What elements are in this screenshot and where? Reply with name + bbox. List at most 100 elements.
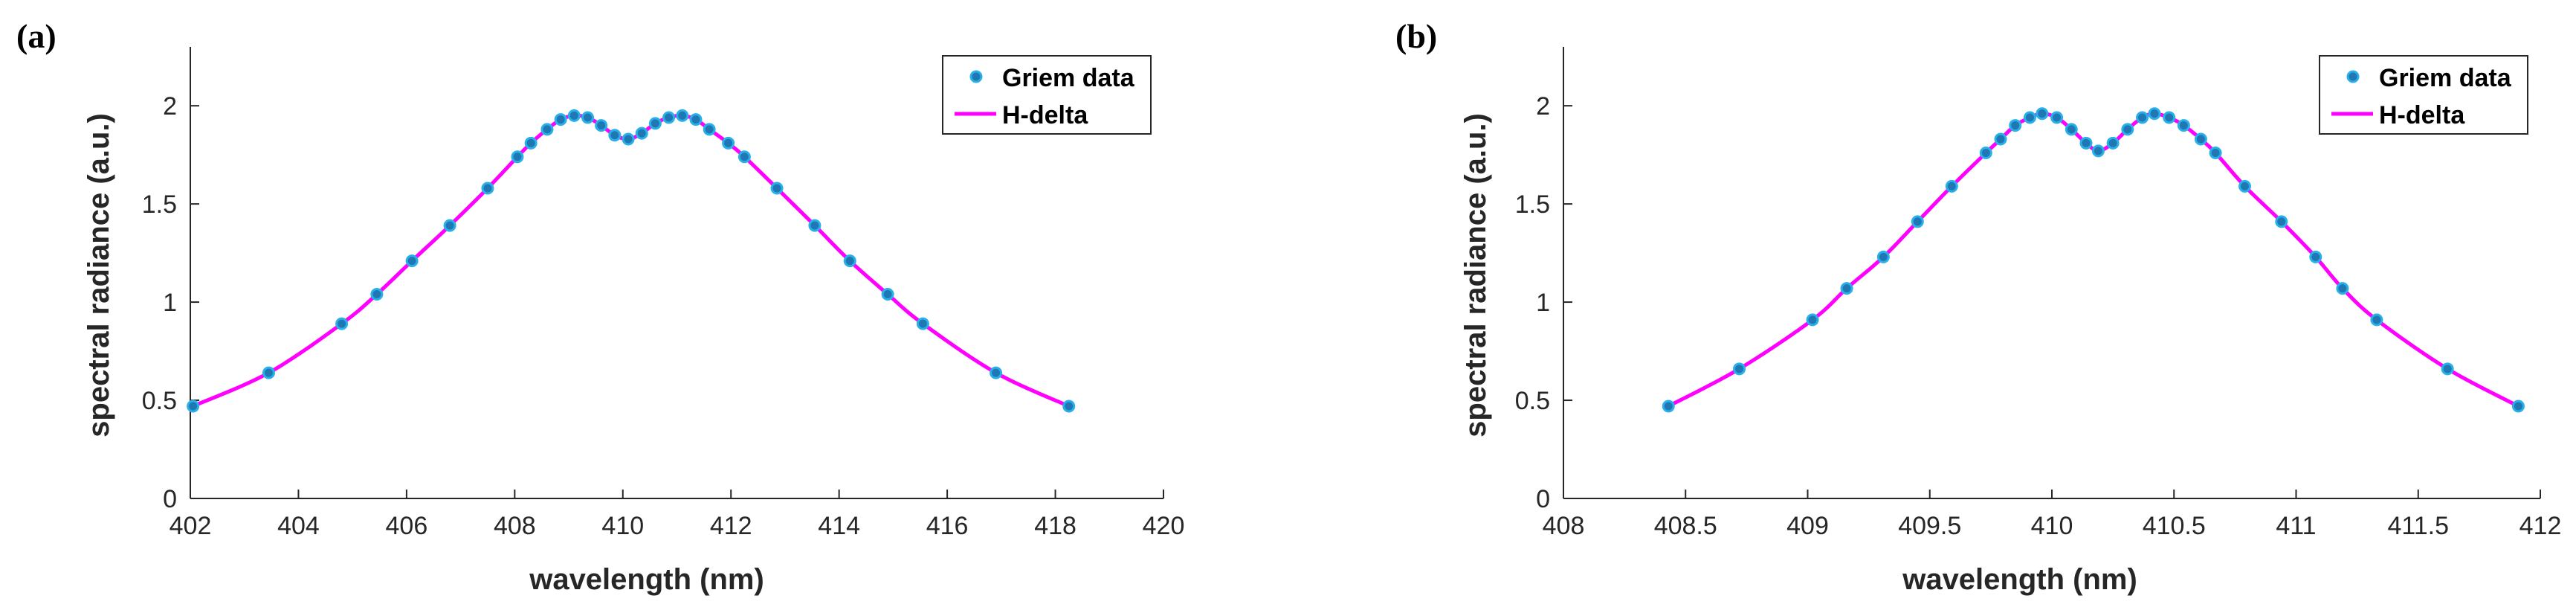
- data-point-griem-a: [187, 400, 200, 413]
- data-point-griem-a: [608, 129, 622, 142]
- data-point-griem-a: [405, 254, 419, 268]
- data-point-griem-a: [843, 254, 856, 268]
- x-tick-label-b: 410: [2031, 512, 2073, 540]
- data-point-griem-a: [770, 182, 784, 195]
- data-point-griem-a: [511, 150, 524, 164]
- data-point-griem-b: [1662, 400, 1675, 413]
- data-point-griem-a: [524, 136, 538, 150]
- x-tick-label-b: 408.5: [1654, 512, 1717, 540]
- legend-box-b: [2319, 55, 2528, 135]
- series-line-hdelta-b: [1668, 112, 2519, 408]
- data-point-griem-b: [1733, 362, 1746, 376]
- data-point-griem-b: [1806, 313, 1819, 327]
- data-point-griem-a: [567, 109, 581, 122]
- data-point-griem-b: [2209, 147, 2222, 160]
- data-point-griem-b: [2106, 136, 2120, 150]
- data-point-griem-b: [2370, 313, 2383, 327]
- data-point-griem-a: [622, 132, 635, 146]
- legend-entry-hdelta-b: H-delta: [2379, 101, 2465, 129]
- data-point-griem-b: [2194, 132, 2207, 146]
- data-point-griem-a: [737, 150, 751, 164]
- legend-marker-icon-a: [969, 70, 983, 83]
- y-tick-label-b: 0.5: [1515, 387, 1550, 415]
- data-point-griem-a: [443, 219, 456, 232]
- x-axis-label-b: wavelength (nm): [1902, 563, 2137, 596]
- data-point-griem-a: [581, 111, 595, 124]
- data-point-griem-a: [722, 136, 735, 150]
- data-point-griem-b: [2177, 119, 2190, 132]
- data-point-griem-b: [1994, 132, 2007, 146]
- data-point-griem-a: [481, 182, 494, 195]
- data-point-griem-a: [554, 113, 567, 126]
- y-axis-label-b: spectral radiance (a.u.): [1459, 113, 1492, 437]
- data-point-griem-b: [2336, 282, 2349, 295]
- plot-area-b: 408 408.5 409 409.5 410 410.5 411 411.5 412 0 0.5 1…: [1515, 47, 2562, 540]
- y-tick-label-a: 1: [163, 289, 177, 317]
- data-point-griem-b: [2309, 250, 2322, 263]
- data-point-griem-a: [662, 111, 676, 124]
- data-point-griem-b: [1911, 215, 1924, 228]
- x-tick-label-b: 409: [1786, 512, 1829, 540]
- data-point-griem-a: [689, 113, 703, 126]
- y-tick-label-b: 0: [1536, 485, 1550, 513]
- x-tick-label-a: 402: [170, 512, 212, 540]
- data-point-griem-b: [2009, 119, 2022, 132]
- x-tick-label-b: 411: [2276, 512, 2316, 540]
- data-point-griem-a: [1062, 400, 1076, 413]
- data-point-griem-a: [808, 219, 821, 232]
- data-point-griem-a: [595, 119, 608, 132]
- y-tick-label-a: 2: [163, 92, 177, 121]
- legend-marker-icon-b: [2346, 70, 2360, 83]
- x-axis-label-a: wavelength (nm): [529, 563, 764, 596]
- panel-a-label: (a): [16, 17, 57, 55]
- data-point-griem-b: [2050, 111, 2064, 124]
- plot-area-a: 402 404 406 408 410 412 414 416 418 420 0 0.5 1 1.5 2: [142, 47, 1184, 540]
- legend-entry-griem-a: Griem data: [1002, 64, 1135, 92]
- y-tick-label-b: 1.5: [1515, 190, 1550, 219]
- data-point-griem-b: [1840, 282, 1853, 295]
- data-point-griem-b: [2079, 136, 2093, 150]
- data-point-griem-b: [1876, 250, 1890, 263]
- panel-a: (a) 402 404 406 408 410 412 414 416 418 420 0 0.5 1 1…: [16, 17, 1184, 596]
- x-tick-label-b: 411.5: [2387, 512, 2449, 540]
- data-point-griem-a: [990, 366, 1003, 379]
- data-point-griem-a: [540, 123, 554, 136]
- data-point-griem-b: [2238, 179, 2252, 193]
- data-point-griem-a: [335, 317, 349, 330]
- legend-entry-griem-b: Griem data: [2379, 64, 2512, 92]
- data-point-griem-b: [2275, 215, 2288, 228]
- data-point-griem-b: [2136, 111, 2149, 124]
- data-point-griem-b: [2023, 111, 2036, 124]
- y-tick-label-a: 1.5: [142, 190, 177, 219]
- legend-entry-hdelta-a: H-delta: [1002, 101, 1088, 129]
- data-point-griem-b: [2121, 123, 2134, 136]
- data-point-griem-a: [370, 288, 384, 301]
- data-point-griem-b: [2511, 400, 2525, 413]
- x-tick-label-b: 412: [2519, 512, 2562, 540]
- y-tick-label-a: 0.5: [142, 387, 177, 415]
- x-tick-label-b: 408: [1543, 512, 1585, 540]
- data-point-griem-b: [2065, 123, 2078, 136]
- x-tick-label-b: 410.5: [2143, 512, 2206, 540]
- data-point-griem-b: [1979, 147, 1992, 160]
- x-tick-label-b: 409.5: [1898, 512, 1961, 540]
- data-point-griem-b: [2163, 111, 2176, 124]
- x-tick-label-a: 408: [494, 512, 536, 540]
- x-tick-label-a: 418: [1034, 512, 1076, 540]
- data-point-griem-b: [2148, 107, 2161, 121]
- data-point-griem-a: [676, 109, 689, 122]
- x-tick-label-a: 414: [818, 512, 860, 540]
- legend-a: Griem data H-delta: [942, 55, 1152, 135]
- y-tick-label-b: 2: [1536, 92, 1550, 121]
- x-tick-label-a: 416: [926, 512, 969, 540]
- data-point-griem-a: [703, 123, 716, 136]
- data-point-griem-a: [916, 317, 929, 330]
- data-point-griem-b: [2036, 107, 2049, 121]
- data-point-griem-a: [262, 366, 275, 379]
- data-point-griem-a: [648, 117, 662, 130]
- data-point-griem-b: [2091, 144, 2105, 158]
- data-point-griem-a: [635, 126, 648, 140]
- series-line-hdelta-a: [192, 113, 1070, 408]
- panel-b: (b) 408 408.5 409 409.5 410 410.5 411 411.5 412 0…: [1395, 17, 2561, 596]
